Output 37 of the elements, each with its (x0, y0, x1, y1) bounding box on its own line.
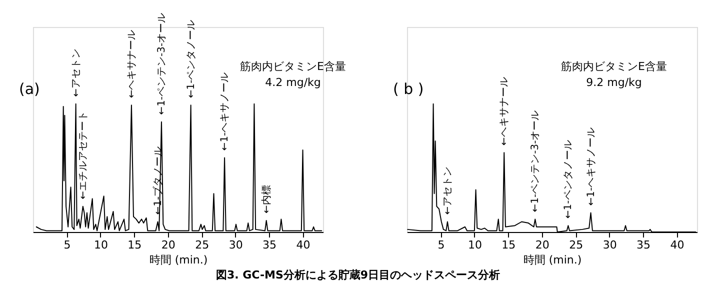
annotation: ←アセトン (70, 48, 82, 97)
text: 4.2 mg/kg (265, 76, 321, 89)
annotation: ←1-ヘキサノール (220, 72, 231, 151)
annotation: ←ヘキサナール (126, 30, 138, 98)
annotation: ←ヘキサナール (499, 77, 510, 146)
annotation: ←エチルアセテート (78, 110, 89, 200)
annotation: ←1-ヘキサノール (586, 127, 597, 206)
x-tick-label: 10 (468, 238, 482, 252)
text: (a) (19, 80, 40, 98)
text: 筋肉内ビタミンE含量 (561, 60, 667, 73)
x-tick-label: 25 (569, 238, 584, 252)
x-tick-label: 30 (602, 238, 617, 252)
text: ( b ) (393, 80, 424, 98)
x-axis-title: 時間 (min.) (149, 254, 208, 266)
annotation: ←1-ペンテン-3-オール (156, 12, 168, 115)
x-tick-label: 5 (64, 238, 71, 252)
annotation: ←1-ペンタノール (563, 140, 574, 219)
x-tick-label: 40 (670, 238, 684, 252)
text: 筋肉内ビタミンE含量 (240, 60, 346, 73)
x-tick-label: 15 (128, 238, 142, 252)
x-tick-label: 5 (438, 238, 445, 252)
annotation: ←内標 (260, 185, 272, 214)
annotation: ←アセトン (442, 166, 454, 215)
x-tick-label: 40 (296, 238, 310, 252)
x-tick-label: 25 (195, 238, 210, 252)
x-tick-label: 20 (161, 238, 176, 252)
x-tick-label: 20 (535, 238, 550, 252)
x-tick-label: 35 (262, 238, 277, 252)
x-tick-label: 35 (636, 238, 651, 252)
x-tick-label: 10 (94, 238, 108, 252)
annotation: ←1-ペンテン-3-オール (530, 110, 542, 212)
x-axis-title: 時間 (min.) (523, 254, 582, 266)
annotation: ←1-ペンタノール (186, 20, 197, 98)
x-tick-label: 30 (228, 238, 243, 252)
text: 9.2 mg/kg (586, 76, 642, 89)
x-tick-label: 15 (502, 238, 516, 252)
caption: 図3. GC-MS分析による貯蔵9日目のヘッドスペース分析 (216, 268, 500, 282)
